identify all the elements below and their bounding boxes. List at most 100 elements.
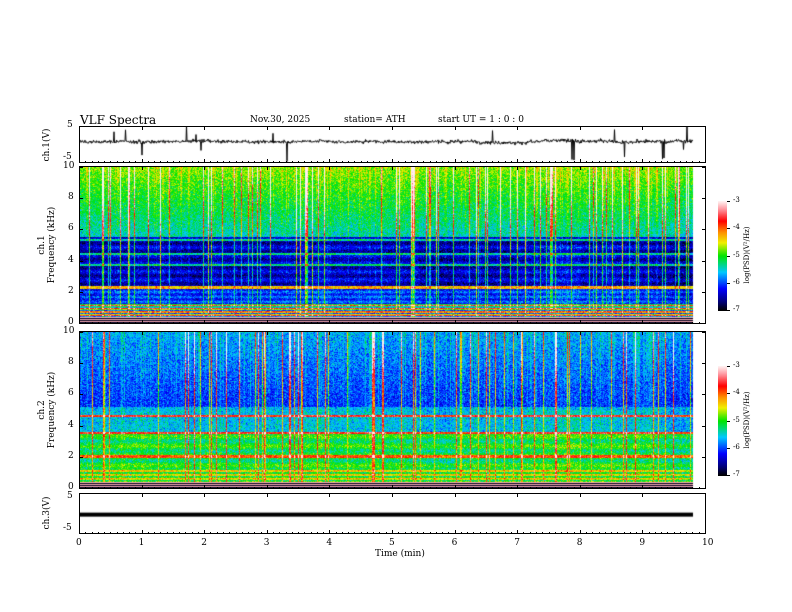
x-minor-tick xyxy=(686,532,688,534)
x-minor-tick xyxy=(586,487,588,489)
x-minor-tick xyxy=(304,161,306,163)
x-minor-tick xyxy=(467,161,469,163)
x-tick-label: 5 xyxy=(389,538,395,548)
ch1-spectrogram-panel xyxy=(79,166,706,324)
x-tick-label: 1 xyxy=(138,538,145,548)
x-tick-mark xyxy=(392,493,393,497)
ch1-waveform-ylabel: ch.1(V) xyxy=(42,128,52,162)
x-tick-mark xyxy=(579,126,581,130)
x-minor-tick xyxy=(573,161,575,163)
x-minor-tick xyxy=(379,322,381,324)
x-minor-tick xyxy=(304,532,306,534)
y-tick-label: 6 xyxy=(68,223,74,234)
y-tick-label: -5 xyxy=(63,152,72,162)
x-minor-tick xyxy=(448,322,450,324)
x-minor-tick xyxy=(611,161,613,163)
x-tick-mark xyxy=(705,331,706,335)
x-minor-tick xyxy=(166,161,168,163)
x-tick-mark xyxy=(204,493,206,497)
x-minor-tick xyxy=(222,322,224,324)
x-minor-tick xyxy=(147,532,149,534)
x-minor-tick xyxy=(373,532,375,534)
x-tick-mark xyxy=(642,485,644,489)
x-minor-tick xyxy=(216,487,218,489)
y-tick-mark xyxy=(79,291,83,293)
x-tick-mark xyxy=(517,530,519,534)
y-tick-label: 6 xyxy=(68,388,74,399)
x-minor-tick xyxy=(692,487,694,489)
x-minor-tick xyxy=(467,532,469,534)
x-tick-mark xyxy=(517,485,519,489)
x-minor-tick xyxy=(373,322,375,324)
x-minor-tick xyxy=(567,532,569,534)
colorbar-tick xyxy=(727,201,730,202)
x-minor-tick xyxy=(116,322,118,324)
x-tick-mark xyxy=(141,166,143,170)
x-minor-tick xyxy=(341,532,343,534)
x-minor-tick xyxy=(316,161,318,163)
x-minor-tick xyxy=(529,487,531,489)
x-minor-tick xyxy=(561,322,563,324)
x-tick-mark xyxy=(454,530,456,534)
x-minor-tick xyxy=(598,487,600,489)
x-tick-mark xyxy=(329,485,331,489)
y-tick-mark xyxy=(702,198,706,200)
colorbar-tick xyxy=(727,393,730,395)
x-minor-tick xyxy=(235,532,237,534)
x-tick-mark xyxy=(204,126,206,130)
x-minor-tick xyxy=(379,532,381,534)
x-minor-tick xyxy=(279,532,281,534)
x-tick-mark xyxy=(266,166,268,170)
x-minor-tick xyxy=(523,487,525,489)
x-minor-tick xyxy=(104,487,106,489)
x-tick-mark xyxy=(204,331,206,335)
x-minor-tick xyxy=(210,487,212,489)
x-minor-tick xyxy=(348,161,350,163)
x-minor-tick xyxy=(379,161,381,163)
x-minor-tick xyxy=(404,322,406,324)
x-minor-tick xyxy=(254,161,256,163)
x-minor-tick xyxy=(654,161,656,163)
x-minor-tick xyxy=(154,532,156,534)
x-minor-tick xyxy=(279,322,281,324)
x-minor-tick xyxy=(611,487,613,489)
x-minor-tick xyxy=(291,322,293,324)
x-minor-tick xyxy=(429,161,431,163)
x-minor-tick xyxy=(323,532,325,534)
x-minor-tick xyxy=(197,487,199,489)
x-minor-tick xyxy=(485,322,487,324)
x-minor-tick xyxy=(147,487,149,489)
x-minor-tick xyxy=(248,161,250,163)
x-minor-tick xyxy=(210,532,212,534)
x-minor-tick xyxy=(310,322,312,324)
x-minor-tick xyxy=(122,322,124,324)
x-tick-mark xyxy=(204,166,206,170)
x-minor-tick xyxy=(279,161,281,163)
y-tick-mark xyxy=(79,425,83,427)
x-minor-tick xyxy=(310,161,312,163)
x-tick-mark xyxy=(705,320,706,324)
x-minor-tick xyxy=(629,322,631,324)
x-tick-mark xyxy=(79,320,80,324)
x-minor-tick xyxy=(97,487,99,489)
x-minor-tick xyxy=(586,532,588,534)
x-minor-tick xyxy=(604,161,606,163)
x-minor-tick xyxy=(698,487,700,489)
x-minor-tick xyxy=(116,532,118,534)
colorbar-tick-label: -7 xyxy=(733,305,740,313)
colorbar-tick-label: -6 xyxy=(733,277,740,286)
colorbar-tick xyxy=(727,366,730,367)
x-minor-tick xyxy=(385,161,387,163)
x-minor-tick xyxy=(229,532,231,534)
x-minor-tick xyxy=(235,487,237,489)
x-minor-tick xyxy=(122,161,124,163)
x-minor-tick xyxy=(542,161,544,163)
x-tick-mark xyxy=(454,485,456,489)
x-tick-mark xyxy=(141,331,143,335)
x-minor-tick xyxy=(529,322,531,324)
x-minor-tick xyxy=(373,161,375,163)
x-minor-tick xyxy=(636,161,638,163)
x-minor-tick xyxy=(636,322,638,324)
x-tick-mark xyxy=(579,530,581,534)
x-minor-tick xyxy=(479,487,481,489)
